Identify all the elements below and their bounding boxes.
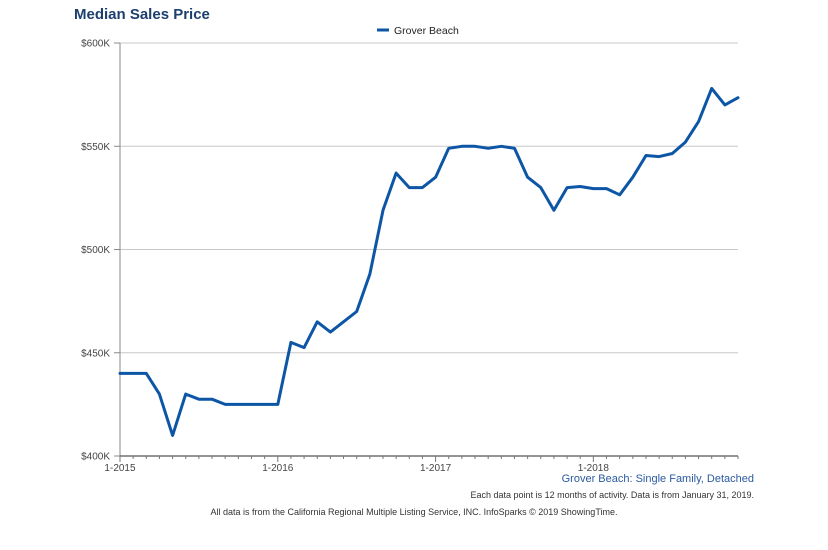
chart-subtitle: Grover Beach: Single Family, Detached: [561, 473, 754, 485]
legend-label: Grover Beach: [394, 25, 459, 37]
y-tick-label: $450K: [81, 348, 110, 359]
axes: $400K $450K $500K $550K $600K 1-2015 1-2016 1-2…: [81, 39, 739, 474]
x-tick-label: 1-2016: [262, 463, 294, 474]
series-layer: [118, 86, 740, 437]
series-line: [118, 86, 740, 437]
y-tick-label: $600K: [81, 39, 110, 50]
y-tick-label: $400K: [81, 452, 110, 463]
legend[interactable]: Grover Beach: [377, 25, 459, 37]
x-tick-label: 1-2018: [578, 463, 610, 474]
chart-title: Median Sales Price: [74, 6, 210, 23]
grid-lines: [120, 42, 738, 354]
footer-note: All data is from the California Regional…: [210, 507, 618, 517]
y-tick-label: $550K: [81, 142, 110, 153]
y-tick-label: $500K: [81, 245, 110, 256]
x-tick-label: 1-2015: [104, 463, 136, 474]
x-tick-label: 1-2017: [420, 463, 452, 474]
data-note: Each data point is 12 months of activity…: [470, 490, 754, 500]
